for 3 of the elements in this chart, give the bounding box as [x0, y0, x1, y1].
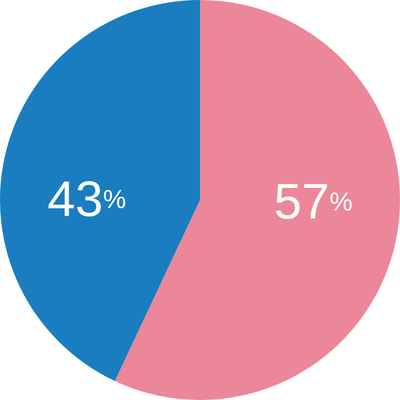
data-label: 43%: [47, 170, 126, 227]
pie-slice: [0, 0, 200, 381]
data-label: 57%: [274, 173, 353, 230]
